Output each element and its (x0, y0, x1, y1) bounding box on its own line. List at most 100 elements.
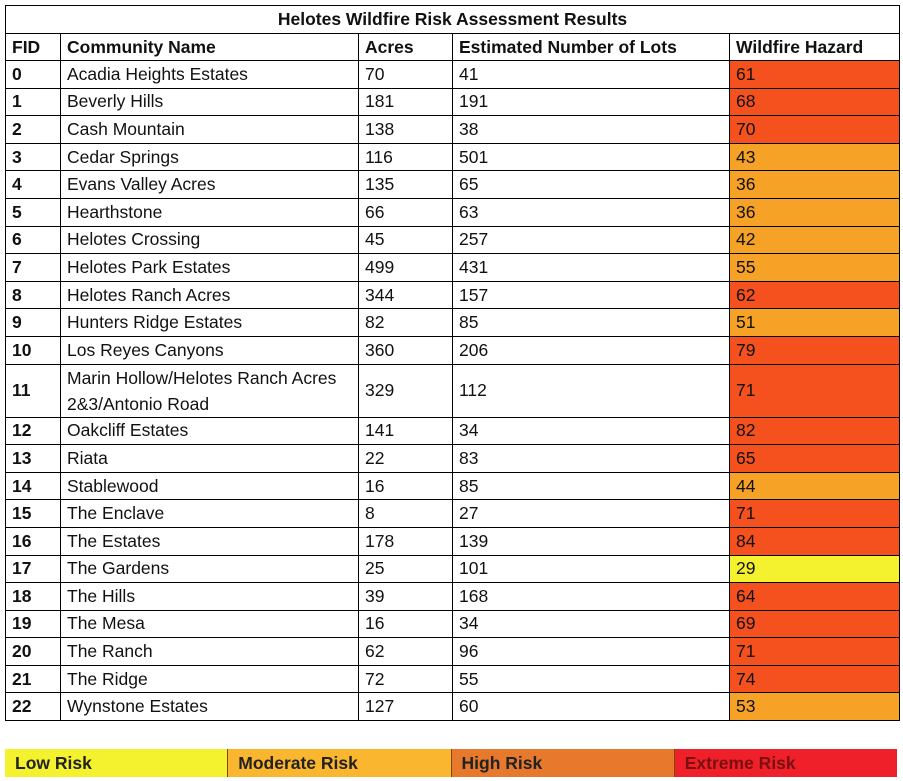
lots-cell: 34 (452, 609, 730, 639)
table-row: 14 Stablewood 16 85 44 (5, 471, 901, 501)
wildfire-hazard-cell: 71 (728, 363, 901, 418)
table-row: 11 Marin Hollow/Helotes Ranch Acres 2&3/A… (5, 363, 901, 418)
wildfire-hazard-cell: 74 (728, 664, 901, 694)
table-row: 20 The Ranch 62 96 71 (5, 637, 901, 666)
column-header-wildfire-hazard: Wildfire Hazard (728, 33, 901, 61)
table-row: 2 Cash Mountain 138 38 70 (5, 115, 901, 144)
acres-cell: 141 (358, 416, 453, 446)
acres-cell: 127 (358, 692, 453, 722)
fid-cell: 6 (5, 225, 61, 255)
wildfire-hazard-cell: 71 (728, 637, 901, 666)
lots-cell: 101 (452, 554, 730, 584)
community-name-cell: The Hills (60, 582, 359, 611)
community-name-cell: Marin Hollow/Helotes Ranch Acres 2&3/Ant… (60, 363, 359, 418)
acres-cell: 66 (358, 197, 453, 227)
acres-cell: 138 (358, 115, 453, 144)
acres-cell: 45 (358, 225, 453, 255)
lots-cell: 85 (452, 471, 730, 501)
community-name-cell: The Estates (60, 526, 359, 556)
table-row: 19 The Mesa 16 34 69 (5, 609, 901, 639)
lots-cell: 257 (452, 225, 730, 255)
acres-cell: 116 (358, 142, 453, 172)
community-name-cell: Los Reyes Canyons (60, 335, 359, 365)
lots-cell: 65 (452, 170, 730, 199)
fid-cell: 9 (5, 308, 61, 337)
acres-cell: 72 (358, 664, 453, 694)
community-name-cell: Acadia Heights Estates (60, 60, 359, 89)
table-row: 5 Hearthstone 66 63 36 (5, 197, 901, 227)
fid-cell: 3 (5, 142, 61, 172)
fid-cell: 15 (5, 499, 61, 528)
wildfire-hazard-cell: 65 (728, 444, 901, 473)
fid-cell: 8 (5, 280, 61, 310)
lots-cell: 139 (452, 526, 730, 556)
lots-cell: 85 (452, 308, 730, 337)
table-row: 7 Helotes Park Estates 499 431 55 (5, 253, 901, 282)
lots-cell: 63 (452, 197, 730, 227)
table-row: 12 Oakcliff Estates 141 34 82 (5, 416, 901, 446)
header-row: FID Community Name Acres Estimated Numbe… (5, 33, 901, 61)
community-name-cell: The Ridge (60, 664, 359, 694)
lots-cell: 206 (452, 335, 730, 365)
fid-cell: 11 (5, 363, 61, 418)
community-name-cell: Oakcliff Estates (60, 416, 359, 446)
column-header-fid: FID (5, 33, 61, 61)
table-row: 21 The Ridge 72 55 74 (5, 664, 901, 694)
table-row: 22 Wynstone Estates 127 60 53 (5, 692, 901, 722)
table-row: 6 Helotes Crossing 45 257 42 (5, 225, 901, 255)
wildfire-hazard-cell: 70 (728, 115, 901, 144)
table-row: 8 Helotes Ranch Acres 344 157 62 (5, 280, 901, 310)
table-row: 18 The Hills 39 168 64 (5, 582, 901, 611)
table-row: 0 Acadia Heights Estates 70 41 61 (5, 60, 901, 89)
table-row: 17 The Gardens 25 101 29 (5, 554, 901, 584)
wildfire-hazard-cell: 36 (728, 197, 901, 227)
lots-cell: 83 (452, 444, 730, 473)
community-name-cell: Hunters Ridge Estates (60, 308, 359, 337)
wildfire-hazard-cell: 71 (728, 499, 901, 528)
fid-cell: 18 (5, 582, 61, 611)
table-row: 3 Cedar Springs 116 501 43 (5, 142, 901, 172)
table-row: 16 The Estates 178 139 84 (5, 526, 901, 556)
wildfire-hazard-cell: 51 (728, 308, 901, 337)
risk-legend: Low Risk Moderate Risk High Risk Extreme Ri… (5, 749, 897, 777)
lots-cell: 431 (452, 253, 730, 282)
lots-cell: 96 (452, 637, 730, 666)
community-name-cell: The Ranch (60, 637, 359, 666)
wildfire-hazard-cell: 84 (728, 526, 901, 556)
lots-cell: 41 (452, 60, 730, 89)
acres-cell: 360 (358, 335, 453, 365)
wildfire-hazard-cell: 69 (728, 609, 901, 639)
fid-cell: 17 (5, 554, 61, 584)
fid-cell: 16 (5, 526, 61, 556)
acres-cell: 329 (358, 363, 453, 418)
fid-cell: 12 (5, 416, 61, 446)
community-name-cell: Stablewood (60, 471, 359, 501)
legend-item-moderate-risk: Moderate Risk (228, 749, 452, 777)
table-row: 15 The Enclave 8 27 71 (5, 499, 901, 528)
fid-cell: 2 (5, 115, 61, 144)
acres-cell: 499 (358, 253, 453, 282)
community-name-cell: Helotes Park Estates (60, 253, 359, 282)
community-name-cell: Helotes Crossing (60, 225, 359, 255)
table-body: 0 Acadia Heights Estates 70 41 61 1 Beverly Hi… (5, 60, 901, 722)
community-name-cell: Cash Mountain (60, 115, 359, 144)
acres-cell: 16 (358, 471, 453, 501)
community-name-cell: Hearthstone (60, 197, 359, 227)
wildfire-hazard-cell: 44 (728, 471, 901, 501)
lots-cell: 191 (452, 87, 730, 117)
acres-cell: 62 (358, 637, 453, 666)
wildfire-hazard-cell: 62 (728, 280, 901, 310)
community-name-cell: Evans Valley Acres (60, 170, 359, 199)
acres-cell: 344 (358, 280, 453, 310)
table-row: 9 Hunters Ridge Estates 82 85 51 (5, 308, 901, 337)
lots-cell: 501 (452, 142, 730, 172)
acres-cell: 135 (358, 170, 453, 199)
community-name-cell: The Gardens (60, 554, 359, 584)
acres-cell: 178 (358, 526, 453, 556)
fid-cell: 20 (5, 637, 61, 666)
acres-cell: 22 (358, 444, 453, 473)
column-header-lots: Estimated Number of Lots (452, 33, 730, 61)
lots-cell: 112 (452, 363, 730, 418)
fid-cell: 19 (5, 609, 61, 639)
acres-cell: 39 (358, 582, 453, 611)
